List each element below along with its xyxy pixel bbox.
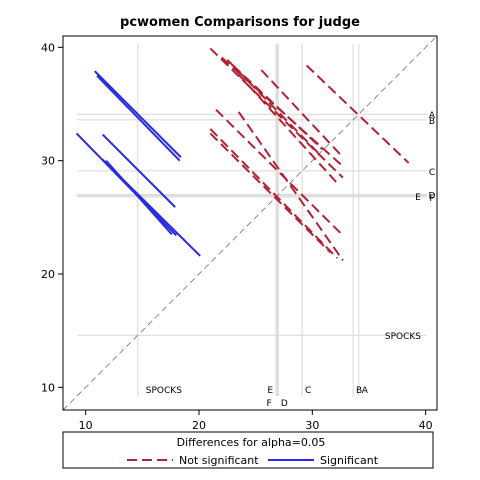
not-significant-segment (209, 128, 338, 259)
legend-box (62, 431, 434, 469)
group-label-bottom: E (267, 386, 273, 396)
significant-segment (101, 133, 176, 208)
y-tick-label: 10 (41, 381, 55, 394)
not-significant-segment (237, 111, 344, 261)
group-label-bottom: B (356, 386, 362, 396)
group-label-right: C (429, 168, 435, 178)
x-tick-label: 30 (305, 419, 319, 432)
group-label-right: SPOCKS (385, 332, 421, 342)
comparison-lines (75, 47, 410, 261)
x-tick-label: 20 (192, 419, 206, 432)
not-significant-segment (260, 69, 344, 158)
group-label-bottom: SPOCKS (146, 386, 182, 396)
significant-segment (105, 160, 173, 235)
group-label-bottom: C (305, 386, 311, 396)
y-tick-label: 40 (41, 41, 55, 54)
y-axis: 10 20 30 40 (41, 41, 63, 394)
group-label-right: B (429, 117, 435, 127)
group-label-right: E (415, 193, 421, 203)
legend-title: Differences for alpha=0.05 (177, 436, 326, 449)
significant-segment (96, 74, 181, 162)
legend-label: Not significant (179, 454, 259, 467)
not-significant-segment (232, 64, 324, 151)
not-significant-segment (226, 59, 321, 156)
y-tick-label: 20 (41, 268, 55, 281)
not-significant-segment (209, 47, 344, 179)
diagonal-line (62, 35, 438, 411)
not-significant-segment (237, 73, 340, 186)
diagonal-reference-line (62, 35, 438, 411)
group-label-right: F (429, 194, 434, 204)
y-tick-label: 30 (41, 155, 55, 168)
group-label-right: D (429, 192, 436, 202)
x-tick-label: 10 (79, 419, 93, 432)
not-significant-segment (305, 64, 410, 164)
group-label-bottom: A (362, 386, 369, 396)
plot-frame (62, 35, 438, 411)
x-axis: 10 20 30 40 (79, 410, 433, 432)
group-label-right: A (429, 111, 436, 121)
not-significant-segment (209, 132, 332, 254)
significant-segment (94, 70, 182, 158)
x-tick-label: 40 (419, 419, 433, 432)
chart-title: pcwomen Comparisons for judge (120, 15, 360, 30)
group-label-bottom: D (281, 399, 288, 409)
legend: Differences for alpha=0.05 Not significa… (62, 431, 434, 469)
legend-label: Significant (320, 454, 379, 467)
group-label-bottom: F (266, 399, 271, 409)
